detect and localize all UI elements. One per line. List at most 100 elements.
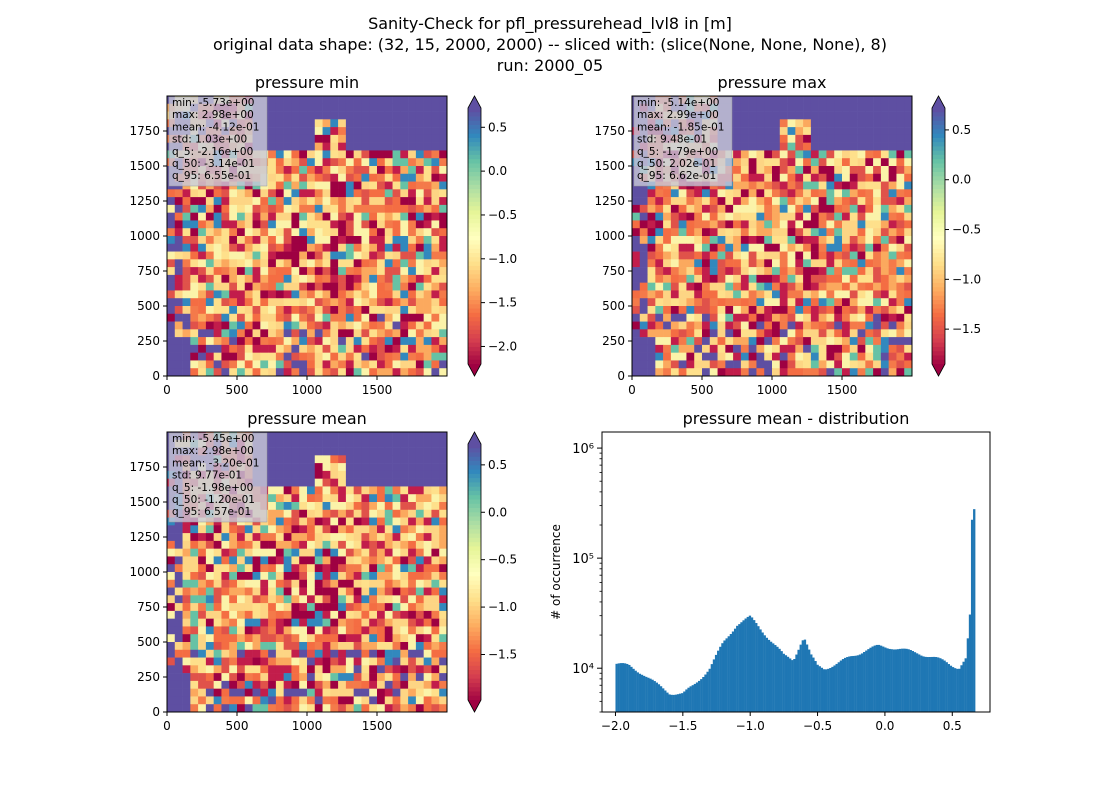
heatmap-cell (198, 220, 207, 229)
heatmap-cell (772, 111, 781, 120)
heatmap-cell (423, 368, 432, 377)
heatmap-cell (237, 680, 246, 689)
heatmap-cell (865, 142, 874, 151)
heatmap-cell (392, 282, 401, 291)
heatmap-cell (167, 259, 176, 268)
heatmap-cell (849, 337, 858, 346)
heatmap-cell (632, 313, 641, 322)
heatmap-cell (384, 204, 393, 213)
colorbar-segment (468, 665, 481, 671)
colorbar-segment (468, 274, 481, 280)
heatmap-cell (826, 236, 835, 245)
heatmap-cell (330, 447, 339, 456)
heatmap-cell (400, 321, 409, 330)
heatmap-cell (314, 282, 323, 291)
heatmap-cell (244, 649, 253, 658)
heatmap-cell (415, 704, 424, 713)
heatmap-cell (826, 298, 835, 307)
histogram-bar (719, 646, 722, 712)
heatmap-cell (275, 439, 284, 448)
heatmap-cell (400, 127, 409, 136)
heatmap-cell (244, 548, 253, 557)
heatmap-cell (198, 228, 207, 237)
heatmap-cell (174, 642, 183, 651)
histogram-bar (721, 643, 724, 712)
colorbar-segment (932, 274, 945, 280)
colorbar-segment (468, 636, 481, 641)
heatmap-cell (896, 267, 905, 276)
heatmap-cell (896, 111, 905, 120)
heatmap-cell (873, 228, 882, 237)
heatmap-cell (283, 166, 292, 175)
heatmap-cell (198, 587, 207, 596)
heatmap-cell (260, 556, 269, 565)
heatmap-cell (764, 313, 773, 322)
heatmap-cell (307, 572, 316, 581)
heatmap-cell (338, 173, 347, 182)
heatmap-cell (369, 626, 378, 635)
colorbar-segment (932, 206, 945, 211)
heatmap-cell (384, 439, 393, 448)
heatmap-cell (322, 470, 331, 479)
heatmap-cell (655, 290, 664, 299)
heatmap-cell (314, 572, 323, 581)
heatmap-cell (190, 313, 199, 322)
heatmap-cell (431, 274, 440, 283)
histogram-bar (681, 693, 684, 712)
heatmap-cell (275, 166, 284, 175)
heatmap-cell (221, 189, 230, 198)
heatmap-cell (213, 306, 222, 315)
heatmap-cell (779, 103, 788, 112)
heatmap-cell (322, 127, 331, 136)
heatmap-cell (260, 274, 269, 283)
heatmap-cell (439, 509, 448, 518)
colorbar-segment (932, 167, 945, 173)
heatmap-cell (338, 313, 347, 322)
histogram-bar (839, 660, 843, 712)
heatmap-cell (392, 197, 401, 206)
heatmap-cell (377, 306, 386, 315)
y-tick-label: 0 (152, 705, 160, 719)
heatmap-cell (338, 486, 347, 495)
heatmap-cell (896, 313, 905, 322)
heatmap-cell (377, 127, 386, 136)
heatmap-cell (291, 478, 300, 487)
heatmap-cell (880, 313, 889, 322)
heatmap-cell (167, 189, 176, 198)
heatmap-cell (291, 564, 300, 573)
heatmap-cell (415, 688, 424, 697)
heatmap-cell (865, 204, 874, 213)
heatmap-cell (377, 111, 386, 120)
heatmap-cell (733, 344, 742, 353)
heatmap-cell (377, 610, 386, 619)
heatmap-cell (408, 166, 417, 175)
histogram-bar (632, 668, 635, 712)
heatmap-cell (702, 290, 711, 299)
histogram-bar (943, 660, 946, 712)
heatmap-cell (345, 197, 354, 206)
heatmap-cell (733, 173, 742, 182)
heatmap-cell (244, 236, 253, 245)
heatmap-cell (826, 173, 835, 182)
heatmap-cell (384, 603, 393, 612)
heatmap-cell (740, 313, 749, 322)
heatmap-cell (353, 680, 362, 689)
heatmap-cell (842, 96, 851, 105)
heatmap-cell (423, 486, 432, 495)
colorbar-extend-top (468, 96, 481, 108)
heatmap-cell (307, 704, 316, 713)
heatmap-cell (268, 134, 277, 143)
heatmap-cell (213, 610, 222, 619)
heatmap-cell (167, 688, 176, 697)
heatmap-cell (322, 649, 331, 658)
heatmap-cell (423, 478, 432, 487)
heatmap-cell (369, 486, 378, 495)
colorbar-segment (468, 623, 481, 628)
heatmap-cell (857, 220, 866, 229)
heatmap-cell (314, 579, 323, 588)
heatmap-cell (229, 618, 238, 627)
heatmap-cell (361, 610, 370, 619)
heatmap-cell (275, 548, 284, 557)
heatmap-cell (229, 267, 238, 276)
